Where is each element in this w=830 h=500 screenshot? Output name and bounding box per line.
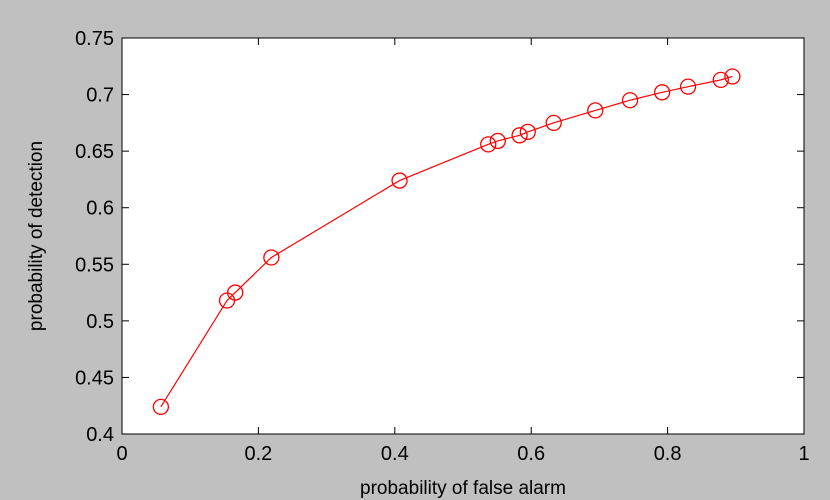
y-tick-label: 0.55 bbox=[75, 254, 114, 276]
x-tick-label: 1 bbox=[798, 443, 809, 465]
data-point bbox=[519, 123, 536, 141]
series-layer bbox=[152, 68, 741, 415]
data-point bbox=[621, 92, 639, 109]
data-point bbox=[679, 78, 697, 95]
data-point bbox=[712, 71, 729, 89]
tick-labels: 0 0.2 0.4 0.6 0.8 1 0.4 0.45 0.5 0.55 0.6 0.65 0.7 0.… bbox=[75, 28, 810, 465]
y-tick-label: 0.45 bbox=[75, 367, 114, 389]
x-axis-label: probability of false alarm bbox=[360, 478, 566, 499]
y-tick-label: 0.65 bbox=[75, 141, 114, 163]
y-tick-label: 0.75 bbox=[75, 28, 114, 50]
y-tick-label: 0.5 bbox=[86, 311, 114, 333]
x-tick-label: 0 bbox=[116, 443, 127, 465]
y-tick-label: 0.4 bbox=[86, 424, 114, 446]
plot-frame bbox=[121, 37, 805, 435]
x-tick-label: 0.4 bbox=[381, 443, 409, 465]
data-point bbox=[152, 398, 170, 415]
x-tick-label: 0.6 bbox=[517, 443, 545, 465]
data-point bbox=[724, 68, 741, 85]
data-point bbox=[227, 284, 244, 301]
data-point bbox=[263, 249, 280, 266]
data-point bbox=[653, 84, 671, 101]
data-point bbox=[489, 132, 506, 150]
y-tick-label: 0.6 bbox=[86, 198, 114, 220]
y-axis-label: probability of detection bbox=[26, 141, 47, 331]
data-point bbox=[545, 114, 562, 132]
data-point bbox=[391, 172, 408, 189]
data-point bbox=[480, 136, 497, 153]
y-tick-label: 0.7 bbox=[86, 85, 114, 107]
x-tick-label: 0.8 bbox=[654, 443, 682, 465]
series-line bbox=[160, 75, 733, 408]
plot-area bbox=[122, 38, 804, 434]
data-point bbox=[511, 127, 528, 144]
data-point bbox=[587, 102, 604, 119]
x-tick-label: 0.2 bbox=[244, 443, 272, 465]
